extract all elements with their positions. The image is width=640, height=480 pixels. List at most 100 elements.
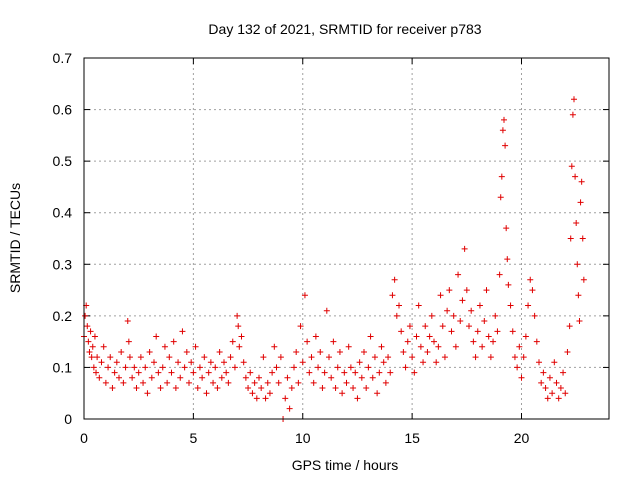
data-point xyxy=(262,395,269,402)
data-point xyxy=(437,292,444,299)
data-point xyxy=(576,318,583,325)
data-point xyxy=(225,379,232,386)
data-point xyxy=(439,323,446,330)
data-point xyxy=(575,292,582,299)
data-point xyxy=(542,385,549,392)
data-point xyxy=(567,235,574,242)
data-point xyxy=(461,245,468,252)
axis-ticks: 0 0.1 0.2 0.3 0.4 0.5 0.6 0.7 0 5 10 15 20 xyxy=(53,50,609,446)
data-point xyxy=(413,333,420,340)
data-point xyxy=(175,359,182,366)
data-point xyxy=(170,338,177,345)
data-point xyxy=(577,199,584,206)
data-point xyxy=(398,328,405,335)
data-point xyxy=(356,359,363,366)
data-point xyxy=(93,369,100,376)
data-point xyxy=(446,287,453,294)
data-point xyxy=(161,343,168,350)
data-point xyxy=(273,364,280,371)
data-point xyxy=(483,287,490,294)
data-point xyxy=(164,379,171,386)
y-tick-label: 0.4 xyxy=(53,205,73,221)
data-point xyxy=(330,338,337,345)
data-point xyxy=(544,395,551,402)
data-point xyxy=(501,116,507,123)
data-point xyxy=(235,323,242,330)
data-point xyxy=(321,369,328,376)
data-point xyxy=(245,385,252,392)
data-point xyxy=(435,343,442,350)
data-point xyxy=(428,312,435,319)
x-tick-label: 20 xyxy=(514,430,530,446)
data-point xyxy=(266,390,273,397)
data-point xyxy=(533,338,540,345)
data-point xyxy=(551,359,558,366)
data-point xyxy=(157,385,164,392)
data-point xyxy=(387,369,394,376)
y-tick-label: 0.3 xyxy=(53,256,73,272)
data-point xyxy=(328,374,335,381)
data-point xyxy=(341,369,348,376)
data-point xyxy=(319,385,326,392)
data-point xyxy=(323,307,330,314)
data-point xyxy=(415,302,422,309)
data-point xyxy=(137,354,144,361)
plot-frame xyxy=(83,57,610,420)
data-point xyxy=(474,328,481,335)
data-point xyxy=(247,369,254,376)
data-point xyxy=(172,385,179,392)
data-point xyxy=(385,354,392,361)
data-point xyxy=(433,359,440,366)
data-point xyxy=(299,359,306,366)
data-point xyxy=(352,369,359,376)
data-point xyxy=(536,359,542,366)
data-point xyxy=(497,194,504,201)
data-point xyxy=(472,354,479,361)
data-point xyxy=(91,333,98,340)
data-point xyxy=(236,343,243,350)
data-point xyxy=(363,385,370,392)
data-point xyxy=(227,354,234,361)
data-point xyxy=(540,369,547,376)
data-point xyxy=(146,348,153,355)
data-point xyxy=(579,235,586,242)
data-point xyxy=(560,369,567,376)
x-axis-label: GPS time / hours xyxy=(292,457,399,473)
data-point xyxy=(476,302,483,309)
data-point xyxy=(564,348,571,355)
data-point xyxy=(142,364,149,371)
data-point xyxy=(256,374,262,381)
data-point xyxy=(196,364,203,371)
data-point xyxy=(253,395,260,402)
x-tick-label: 5 xyxy=(189,430,197,446)
data-point xyxy=(499,127,506,134)
data-point xyxy=(277,354,284,361)
data-point xyxy=(199,374,206,381)
y-tick-label: 0.2 xyxy=(53,308,73,324)
data-point xyxy=(371,354,378,361)
data-point xyxy=(516,343,523,350)
data-point xyxy=(312,333,319,340)
y-tick-label: 0 xyxy=(64,411,72,427)
data-point xyxy=(389,292,396,299)
data-point xyxy=(269,369,276,376)
data-point xyxy=(116,374,122,381)
data-point xyxy=(466,323,472,330)
data-point xyxy=(315,364,322,371)
x-tick-label: 10 xyxy=(295,430,311,446)
data-point xyxy=(105,364,112,371)
data-point xyxy=(260,354,267,361)
data-point xyxy=(284,374,291,381)
data-point xyxy=(380,359,387,366)
data-point xyxy=(308,354,315,361)
data-point xyxy=(264,379,271,386)
data-point xyxy=(102,379,109,386)
data-point xyxy=(221,359,227,366)
data-point xyxy=(485,333,492,340)
data-point xyxy=(186,379,192,386)
data-point xyxy=(144,390,151,397)
data-point xyxy=(339,390,346,397)
data-point xyxy=(361,348,367,355)
data-point xyxy=(529,287,536,294)
